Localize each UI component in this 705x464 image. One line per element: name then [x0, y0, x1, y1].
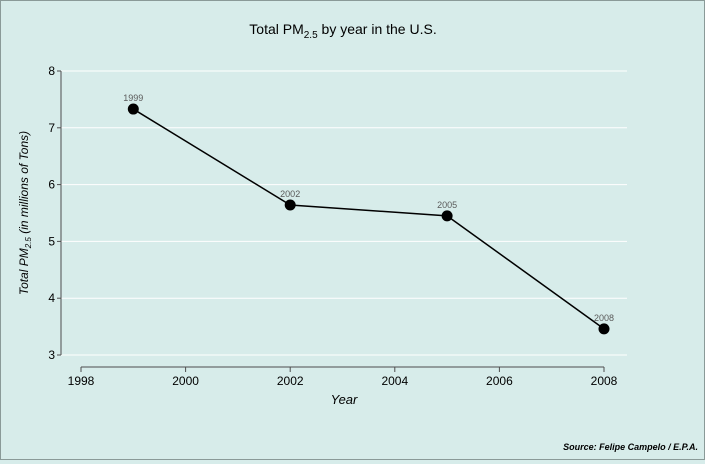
y-axis-title: Total PM2.5 (in millions of Tons) — [17, 131, 33, 295]
data-point — [598, 323, 610, 335]
x-tick-label: 2000 — [172, 374, 199, 388]
chart-title: Total PM2.5 by year in the U.S. — [249, 21, 436, 41]
data-point-label: 2002 — [280, 189, 300, 199]
y-axis-title-prefix: Total PM — [17, 248, 31, 295]
source-caption: Source: Felipe Campelo / E.P.A. — [563, 442, 698, 452]
y-tick-label: 5 — [48, 234, 55, 248]
y-tick-label: 7 — [48, 121, 55, 135]
y-axis-title-subscript: 2.5 — [24, 237, 33, 250]
chart-title-subscript: 2.5 — [304, 30, 318, 41]
data-point-label: 2008 — [594, 313, 614, 323]
y-tick-label: 8 — [48, 64, 55, 78]
x-tick-label: 1998 — [68, 374, 95, 388]
axes: 3 4 5 6 7 8 1998 2000 2002 2004 2006 2008 — [48, 64, 617, 388]
x-tick-label: 2004 — [381, 374, 408, 388]
chart-title-prefix: Total PM — [249, 21, 303, 37]
x-axis-title: Year — [331, 392, 358, 407]
data-point — [284, 199, 296, 211]
x-tick-label: 2006 — [486, 374, 513, 388]
data-point — [441, 210, 453, 222]
y-tick-label: 6 — [48, 178, 55, 192]
chart-title-suffix: by year in the U.S. — [318, 21, 437, 37]
grid-lines — [61, 70, 627, 356]
data-series: 1999 2002 2005 2008 — [123, 93, 614, 335]
y-tick-label: 3 — [48, 348, 55, 362]
y-tick-label: 4 — [48, 291, 55, 305]
data-point — [127, 103, 139, 115]
series-line — [132, 108, 605, 330]
data-point-label: 1999 — [123, 93, 143, 103]
y-axis-title-suffix: (in millions of Tons) — [17, 131, 31, 237]
x-tick-label: 2008 — [591, 374, 618, 388]
x-tick-label: 2002 — [277, 374, 304, 388]
data-point-label: 2005 — [437, 200, 457, 210]
